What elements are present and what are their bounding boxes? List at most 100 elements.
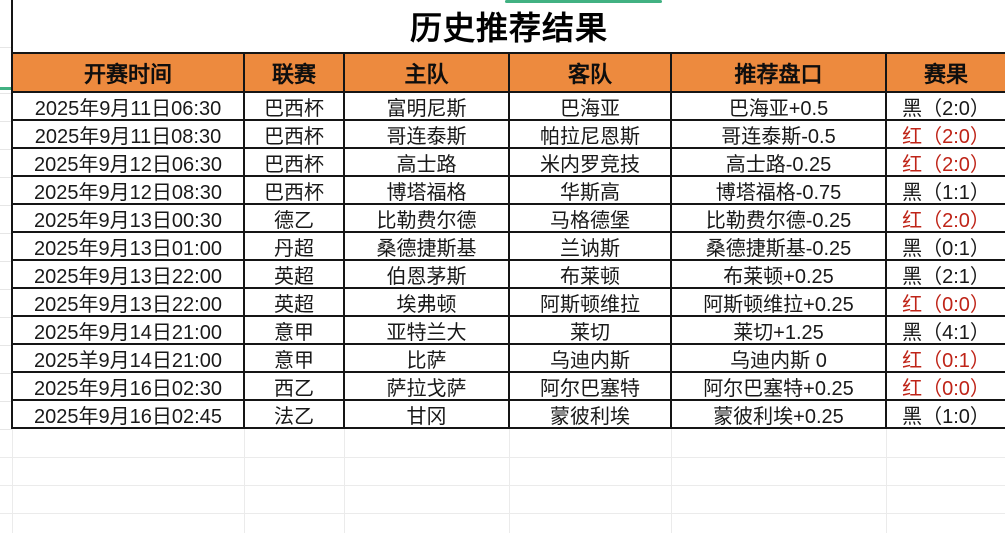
cell-time[interactable]: 2025羊9月14日21:00 [13, 345, 245, 373]
cell-time[interactable]: 2025年9月13日22:00 [13, 261, 245, 289]
vertical-scroll-marker[interactable] [0, 87, 13, 90]
cell-home-team[interactable]: 埃弗顿 [345, 289, 510, 317]
gridline [0, 457, 1005, 458]
cell-handicap[interactable]: 阿尔巴塞特+0.25 [672, 373, 887, 401]
cell-result[interactable]: 红（0:1） [887, 345, 1005, 373]
cell-result[interactable]: 黑（1:0） [887, 401, 1005, 429]
cell-away-team[interactable]: 阿尔巴塞特 [510, 373, 672, 401]
cell-away-team[interactable]: 帕拉尼恩斯 [510, 121, 672, 149]
table-row: 2025年9月13日22:00 英超 伯恩茅斯 布莱顿 布莱顿+0.25 黑（2… [13, 261, 1005, 289]
cell-home-team[interactable]: 高士路 [345, 149, 510, 177]
cell-home-team[interactable]: 比萨 [345, 345, 510, 373]
cell-away-team[interactable]: 米内罗竞技 [510, 149, 672, 177]
table-header-row: 开赛时间 联赛 主队 客队 推荐盘口 赛果 [13, 52, 1005, 93]
page-title[interactable]: 历史推荐结果 [409, 10, 608, 46]
gridline [509, 429, 510, 533]
cell-away-team[interactable]: 兰讷斯 [510, 233, 672, 261]
gridline [0, 513, 1005, 514]
cell-result[interactable]: 红（2:0） [887, 205, 1005, 233]
cell-away-team[interactable]: 布莱顿 [510, 261, 672, 289]
cell-league[interactable]: 英超 [245, 289, 345, 317]
cell-league[interactable]: 意甲 [245, 317, 345, 345]
cell-league[interactable]: 英超 [245, 261, 345, 289]
cell-result[interactable]: 红（2:0） [887, 149, 1005, 177]
cell-league[interactable]: 西乙 [245, 373, 345, 401]
table-row: 2025年9月11日08:30 巴西杯 哥连泰斯 帕拉尼恩斯 哥连泰斯-0.5 … [13, 121, 1005, 149]
cell-away-team[interactable]: 莱切 [510, 317, 672, 345]
gridline [244, 429, 245, 533]
cell-result[interactable]: 黑（1:1） [887, 177, 1005, 205]
cell-home-team[interactable]: 博塔福格 [345, 177, 510, 205]
cell-handicap[interactable]: 博塔福格-0.75 [672, 177, 887, 205]
partial-left-column-gridlines [0, 93, 13, 533]
col-header-away[interactable]: 客队 [510, 52, 672, 93]
cell-league[interactable]: 巴西杯 [245, 149, 345, 177]
table-left-border [11, 0, 13, 429]
cell-result[interactable]: 红（0:0） [887, 373, 1005, 401]
cell-time[interactable]: 2025年9月14日21:00 [13, 317, 245, 345]
results-table: 历史推荐结果 开赛时间 联赛 主队 客队 推荐盘口 赛果 2025年9月11日0… [13, 0, 1005, 429]
cell-away-team[interactable]: 乌迪内斯 [510, 345, 672, 373]
table-row: 2025年9月14日21:00 意甲 亚特兰大 莱切 莱切+1.25 黑（4:1… [13, 317, 1005, 345]
cell-away-team[interactable]: 蒙彼利埃 [510, 401, 672, 429]
cell-handicap[interactable]: 乌迪内斯 0 [672, 345, 887, 373]
cell-league[interactable]: 德乙 [245, 205, 345, 233]
cell-result[interactable]: 黑（0:1） [887, 233, 1005, 261]
cell-home-team[interactable]: 甘冈 [345, 401, 510, 429]
cell-home-team[interactable]: 富明尼斯 [345, 93, 510, 121]
cell-away-team[interactable]: 马格德堡 [510, 205, 672, 233]
col-header-time[interactable]: 开赛时间 [13, 52, 245, 93]
table-row: 2025年9月13日00:30 德乙 比勒费尔德 马格德堡 比勒费尔德-0.25… [13, 205, 1005, 233]
cell-time[interactable]: 2025年9月11日06:30 [13, 93, 245, 121]
cell-handicap[interactable]: 高士路-0.25 [672, 149, 887, 177]
cell-handicap[interactable]: 桑德捷斯基-0.25 [672, 233, 887, 261]
cell-home-team[interactable]: 萨拉戈萨 [345, 373, 510, 401]
table-row: 2025年9月12日06:30 巴西杯 高士路 米内罗竞技 高士路-0.25 红… [13, 149, 1005, 177]
cell-handicap[interactable]: 莱切+1.25 [672, 317, 887, 345]
table-row: 2025年9月12日08:30 巴西杯 博塔福格 华斯高 博塔福格-0.75 黑… [13, 177, 1005, 205]
cell-time[interactable]: 2025年9月13日00:30 [13, 205, 245, 233]
cell-league[interactable]: 巴西杯 [245, 93, 345, 121]
cell-time[interactable]: 2025年9月11日08:30 [13, 121, 245, 149]
cell-away-team[interactable]: 巴海亚 [510, 93, 672, 121]
cell-result[interactable]: 黑（2:1） [887, 261, 1005, 289]
horizontal-scrollbar-indicator[interactable] [505, 0, 662, 3]
cell-league[interactable]: 丹超 [245, 233, 345, 261]
cell-handicap[interactable]: 比勒费尔德-0.25 [672, 205, 887, 233]
cell-home-team[interactable]: 伯恩茅斯 [345, 261, 510, 289]
cell-away-team[interactable]: 华斯高 [510, 177, 672, 205]
gridline [0, 47, 13, 48]
cell-handicap[interactable]: 哥连泰斯-0.5 [672, 121, 887, 149]
cell-league[interactable]: 法乙 [245, 401, 345, 429]
col-header-home[interactable]: 主队 [345, 52, 510, 93]
cell-handicap[interactable]: 巴海亚+0.5 [672, 93, 887, 121]
cell-home-team[interactable]: 桑德捷斯基 [345, 233, 510, 261]
cell-league[interactable]: 意甲 [245, 345, 345, 373]
cell-time[interactable]: 2025年9月13日01:00 [13, 233, 245, 261]
cell-league[interactable]: 巴西杯 [245, 177, 345, 205]
cell-league[interactable]: 巴西杯 [245, 121, 345, 149]
cell-time[interactable]: 2025年9月12日08:30 [13, 177, 245, 205]
cell-home-team[interactable]: 哥连泰斯 [345, 121, 510, 149]
cell-home-team[interactable]: 比勒费尔德 [345, 205, 510, 233]
cell-handicap[interactable]: 布莱顿+0.25 [672, 261, 887, 289]
table-row: 2025年9月13日22:00 英超 埃弗顿 阿斯顿维拉 阿斯顿维拉+0.25 … [13, 289, 1005, 317]
cell-result[interactable]: 黑（2:0） [887, 93, 1005, 121]
cell-handicap[interactable]: 阿斯顿维拉+0.25 [672, 289, 887, 317]
cell-result[interactable]: 黑（4:1） [887, 317, 1005, 345]
cell-handicap[interactable]: 蒙彼利埃+0.25 [672, 401, 887, 429]
cell-result[interactable]: 红（2:0） [887, 121, 1005, 149]
cell-result[interactable]: 红（0:0） [887, 289, 1005, 317]
cell-home-team[interactable]: 亚特兰大 [345, 317, 510, 345]
cell-time[interactable]: 2025年9月13日22:00 [13, 289, 245, 317]
col-header-result[interactable]: 赛果 [887, 52, 1005, 93]
table-row: 2025年9月13日01:00 丹超 桑德捷斯基 兰讷斯 桑德捷斯基-0.25 … [13, 233, 1005, 261]
cell-time[interactable]: 2025年9月16日02:30 [13, 373, 245, 401]
cell-away-team[interactable]: 阿斯顿维拉 [510, 289, 672, 317]
cell-time[interactable]: 2025年9月16日02:45 [13, 401, 245, 429]
table-body: 2025年9月11日06:30 巴西杯 富明尼斯 巴海亚 巴海亚+0.5 黑（2… [13, 93, 1005, 429]
table-row: 2025羊9月14日21:00 意甲 比萨 乌迪内斯 乌迪内斯 0 红（0:1） [13, 345, 1005, 373]
col-header-league[interactable]: 联赛 [245, 52, 345, 93]
cell-time[interactable]: 2025年9月12日06:30 [13, 149, 245, 177]
col-header-handicap[interactable]: 推荐盘口 [672, 52, 887, 93]
